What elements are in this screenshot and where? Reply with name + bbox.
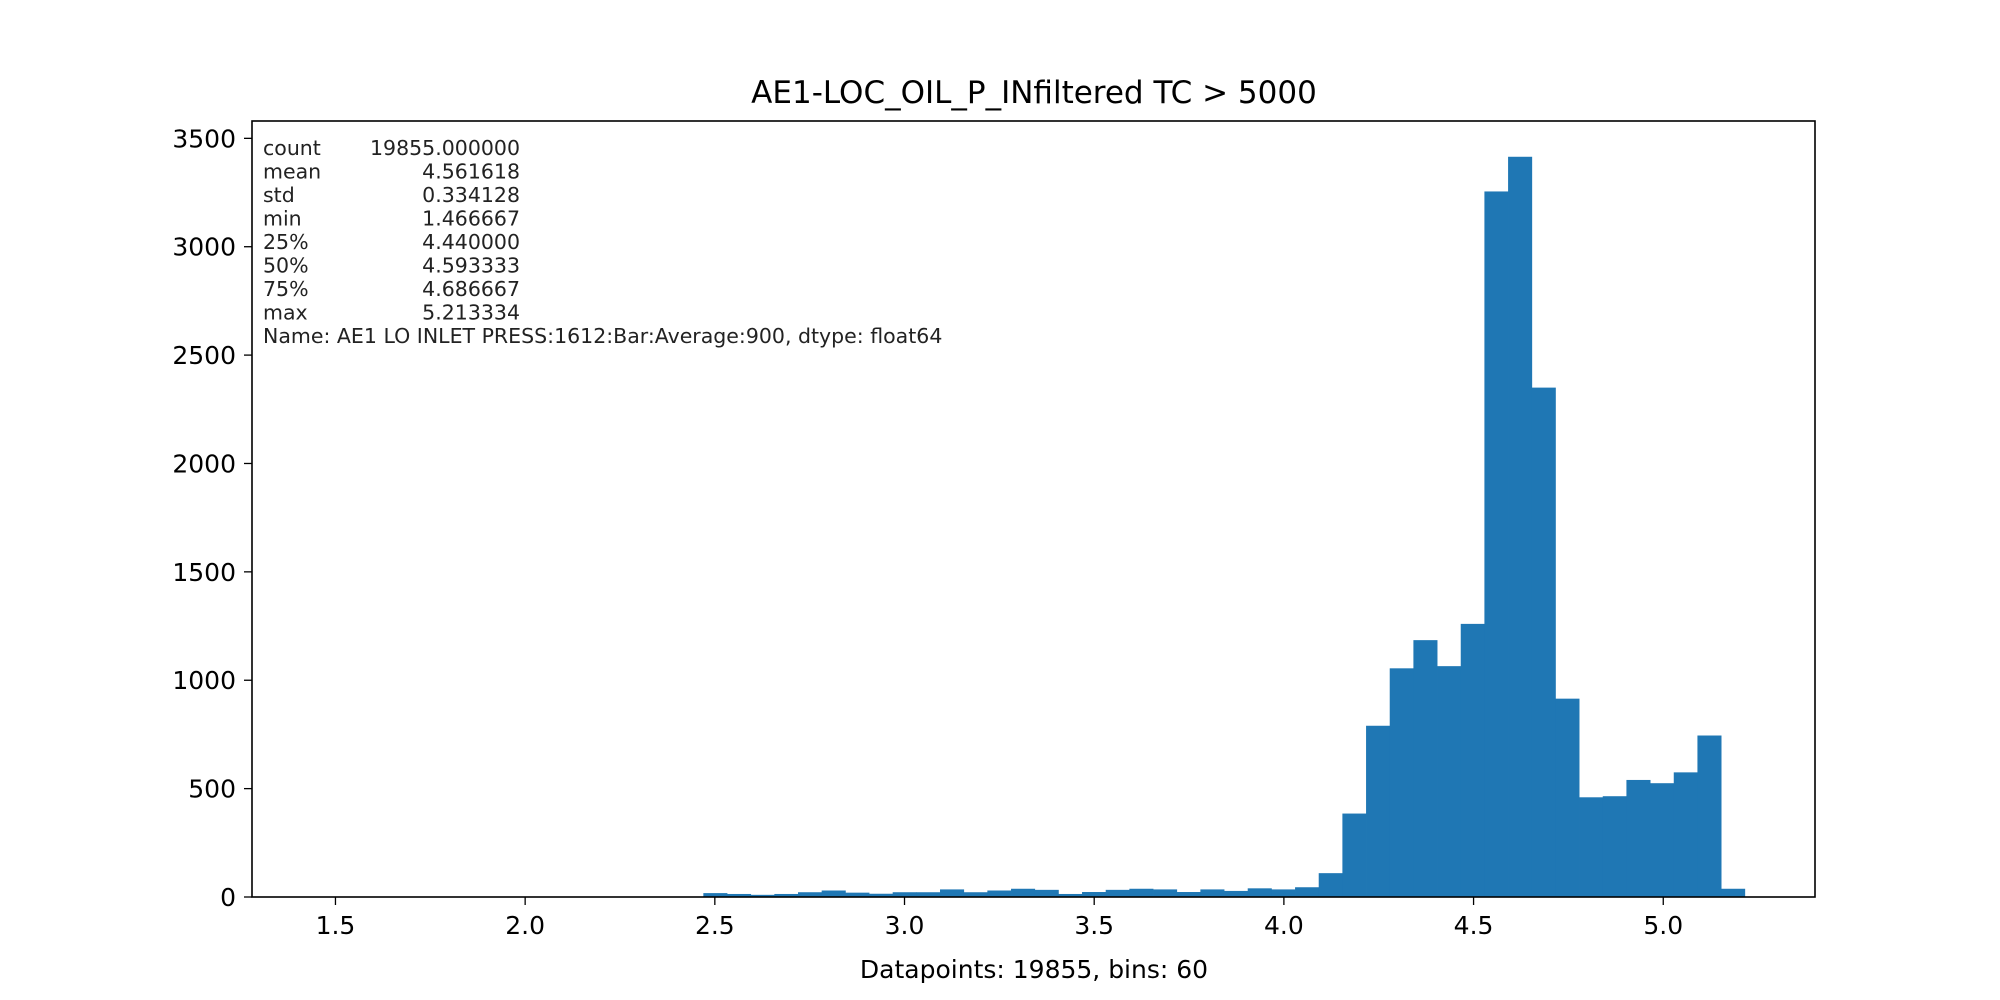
histogram-bar <box>1058 893 1083 897</box>
histogram-bar <box>1247 888 1272 897</box>
x-tick-label: 3.5 <box>1074 911 1114 940</box>
histogram-bar <box>1602 796 1627 897</box>
histogram-bar <box>1153 889 1178 897</box>
histogram-bar <box>892 892 917 897</box>
histogram-bar <box>987 890 1012 897</box>
histogram-bar <box>1295 887 1320 897</box>
stats-label: std <box>263 183 295 207</box>
histogram-bar <box>1650 783 1675 897</box>
histogram-bar <box>869 893 894 897</box>
x-axis-label: Datapoints: 19855, bins: 60 <box>860 955 1208 984</box>
histogram-bar <box>1555 698 1580 897</box>
histogram-bar <box>1721 888 1746 897</box>
histogram-bar <box>1034 889 1059 897</box>
histogram-bar <box>1413 640 1438 897</box>
histogram-bar <box>1271 889 1296 897</box>
stats-footer: Name: AE1 LO INLET PRESS:1612:Bar:Averag… <box>263 324 942 348</box>
histogram-bar <box>845 892 870 897</box>
y-tick-label: 2000 <box>172 449 236 478</box>
histogram-bar <box>1082 892 1107 897</box>
y-tick-label: 3500 <box>172 124 236 153</box>
histogram-bar <box>940 889 965 897</box>
x-tick-label: 4.5 <box>1454 911 1494 940</box>
stats-label: count <box>263 136 321 160</box>
histogram-bar <box>727 893 752 897</box>
stats-label: max <box>263 301 308 325</box>
histogram-bar <box>1508 156 1533 897</box>
histogram-bar <box>1129 888 1154 897</box>
histogram-bar <box>1531 387 1556 897</box>
histogram-bar <box>1176 892 1201 897</box>
stats-label: 50% <box>263 254 309 278</box>
histogram-bar <box>1342 813 1367 897</box>
histogram-bar <box>1389 668 1414 897</box>
histogram-bar <box>1105 889 1130 897</box>
stats-value: 19855.000000 <box>370 136 520 160</box>
plot-frame <box>251 120 1816 898</box>
x-tick-label: 4.0 <box>1264 911 1304 940</box>
histogram-bar <box>1437 666 1462 897</box>
histogram-bar <box>1460 623 1485 897</box>
histogram-bar <box>1484 191 1509 897</box>
histogram-bar <box>1224 890 1249 897</box>
chart-title: AE1-LOC_OIL_P_INfiltered TC > 5000 <box>751 75 1317 111</box>
stats-value: 0.334128 <box>422 183 520 207</box>
histogram-bar <box>798 892 823 897</box>
stats-annotation: count 19855.000000 mean 4.561618 std 0.334128… <box>263 136 942 348</box>
y-tick-label: 3000 <box>172 233 236 262</box>
histogram-bar <box>1011 888 1036 897</box>
x-tick-label: 2.5 <box>695 911 735 940</box>
histogram-bar <box>703 893 728 897</box>
x-tick-label: 1.5 <box>316 911 356 940</box>
stats-label: mean <box>263 160 321 184</box>
stats-value: 4.686667 <box>422 277 520 301</box>
histogram-bar <box>1626 779 1651 897</box>
histogram-bar <box>963 892 988 897</box>
y-tick-label: 0 <box>220 883 236 912</box>
histogram-bar <box>1579 797 1604 897</box>
histogram-bar <box>1366 725 1391 897</box>
histogram-bar <box>916 892 941 897</box>
y-axis: 0 500 1000 1500 2000 2500 3000 3500 <box>172 124 252 912</box>
x-tick-label: 2.0 <box>505 911 545 940</box>
stats-value: 5.213334 <box>422 301 520 325</box>
stats-value: 4.593333 <box>422 254 520 278</box>
stats-label: 75% <box>263 277 309 301</box>
bars-group <box>703 156 1746 897</box>
y-tick-label: 1000 <box>172 666 236 695</box>
y-tick-label: 500 <box>188 775 236 804</box>
y-tick-label: 1500 <box>172 558 236 587</box>
x-axis: 1.5 2.0 2.5 3.0 3.5 4.0 4.5 5.0 <box>316 897 1683 940</box>
histogram-bar <box>774 893 799 897</box>
x-tick-label: 3.0 <box>885 911 925 940</box>
stats-value: 4.561618 <box>422 160 520 184</box>
histogram-bar <box>750 894 775 897</box>
histogram-bar <box>821 890 846 897</box>
stats-value: 4.440000 <box>422 230 520 254</box>
y-tick-label: 2500 <box>172 341 236 370</box>
histogram-bar <box>1673 772 1698 897</box>
stats-label: 25% <box>263 230 309 254</box>
stats-label: min <box>263 207 302 231</box>
histogram-bar <box>1697 735 1722 897</box>
stats-value: 1.466667 <box>422 207 520 231</box>
histogram-bar <box>1318 873 1343 897</box>
histogram-bar <box>1200 889 1225 897</box>
x-tick-label: 5.0 <box>1643 911 1683 940</box>
